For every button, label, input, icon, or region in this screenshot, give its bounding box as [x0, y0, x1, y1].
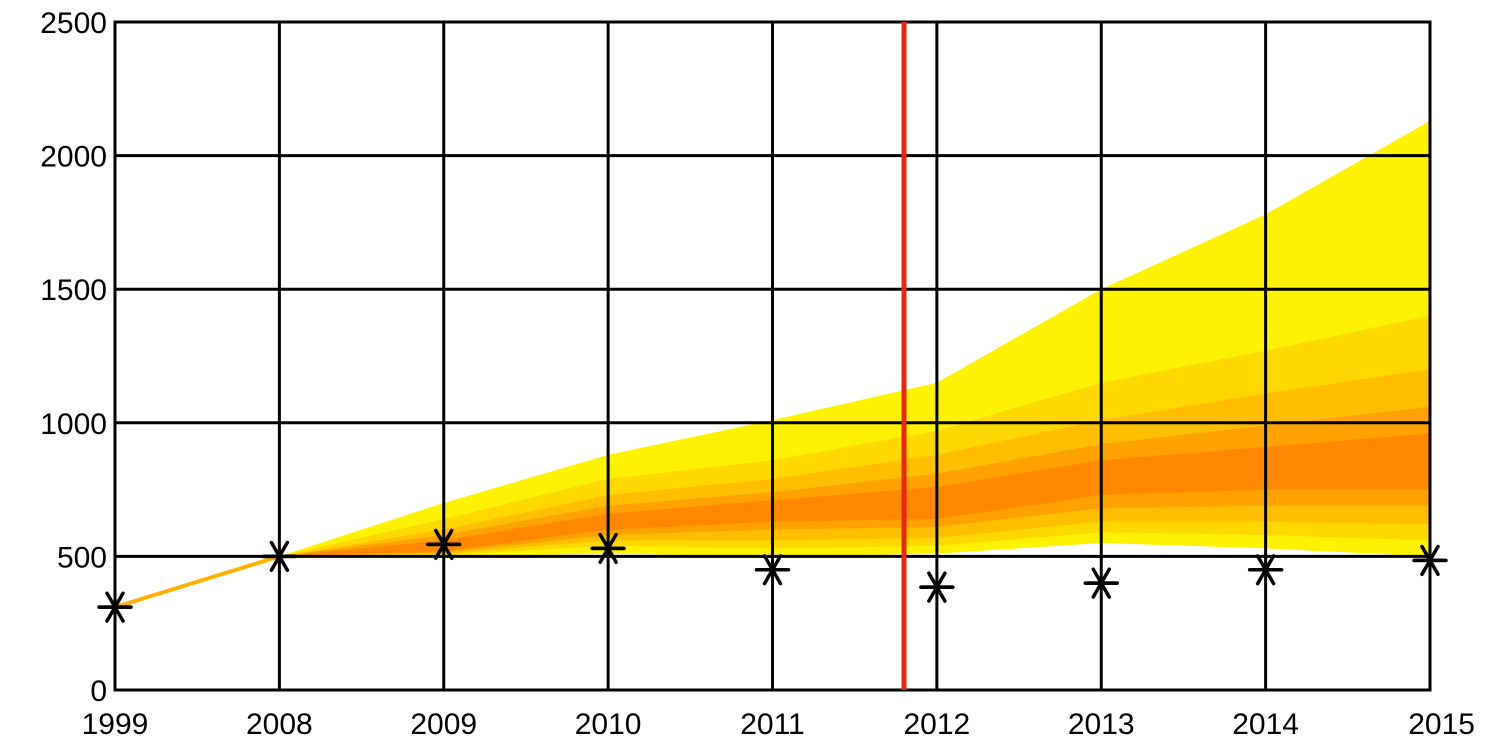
- markers: [97, 528, 1448, 623]
- x-tick-label: 2015: [1408, 708, 1475, 741]
- fan-band-4: [279, 406, 1430, 557]
- x-tick-label: 2008: [246, 708, 313, 741]
- y-tick-label: 500: [57, 541, 107, 574]
- x-tick-label: 2013: [1068, 708, 1135, 741]
- data-point-marker: [261, 540, 298, 573]
- fan-band-5: [279, 433, 1430, 557]
- history-line: [114, 554, 280, 610]
- x-tick-label: 2014: [1232, 708, 1299, 741]
- y-tick-label: 0: [90, 675, 107, 708]
- y-tick-label: 1000: [40, 408, 107, 441]
- data-point-marker: [919, 571, 955, 603]
- plot-frame: [113, 20, 1432, 692]
- data-point-marker: [97, 591, 133, 623]
- x-tick-label: 2010: [575, 708, 642, 741]
- y-axis: 0 500 1000 1500 2000 2500: [40, 7, 107, 708]
- x-axis: 1999 2008 2009 2010 2011 2012 2013 2014 2015: [82, 708, 1475, 741]
- history-line-group: [114, 554, 280, 610]
- data-point-marker: [1412, 544, 1448, 577]
- data-point-marker: [1247, 554, 1284, 586]
- fan-bands: [279, 120, 1430, 557]
- x-tick-label: 2012: [904, 708, 971, 741]
- y-tick-label: 1500: [40, 274, 107, 307]
- x-tick-label: 2011: [740, 708, 805, 741]
- y-tick-label: 2000: [40, 141, 107, 174]
- fan-band-3: [279, 369, 1430, 557]
- data-point-marker: [590, 532, 626, 564]
- grid: [113, 20, 1432, 692]
- data-point-marker: [754, 554, 791, 586]
- data-point-marker: [426, 528, 462, 560]
- x-tick-label: 1999: [82, 708, 149, 741]
- y-tick-label: 2500: [40, 7, 107, 40]
- data-point-marker: [1083, 567, 1119, 599]
- x-tick-label: 2009: [410, 708, 477, 741]
